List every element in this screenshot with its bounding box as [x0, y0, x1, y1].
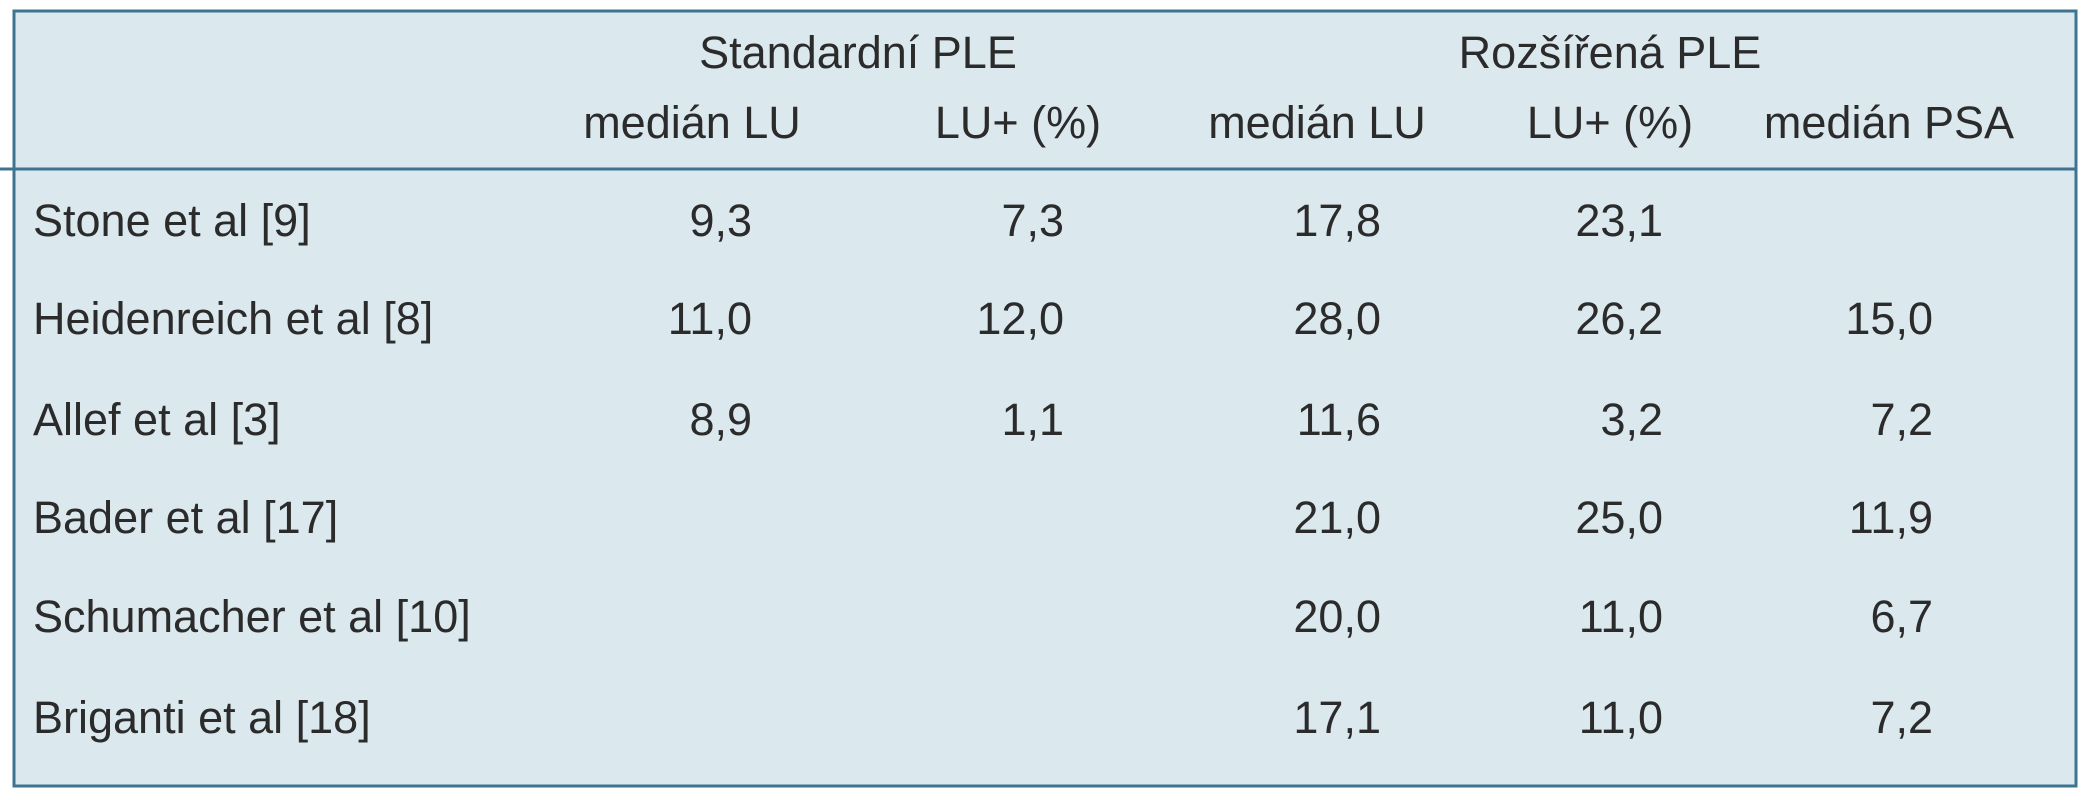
column-header: medián LU [583, 97, 801, 148]
row-label: Schumacher et al [10] [33, 591, 471, 642]
group-header: Rozšířená PLE [1459, 27, 1762, 78]
cell-value: 23,1 [1575, 195, 1663, 246]
column-header: medián PSA [1764, 97, 2014, 148]
cell-value: 25,0 [1575, 492, 1663, 543]
cell-value: 7,2 [1870, 394, 1933, 445]
cell-value: 11,9 [1849, 492, 1933, 543]
cell-value: 26,2 [1575, 293, 1663, 344]
cell-value: 11,6 [1297, 394, 1381, 445]
cell-value: 8,9 [689, 394, 752, 445]
table-frame [12, 9, 2078, 788]
cell-value: 21,0 [1293, 492, 1381, 543]
row-label: Allef et al [3] [33, 394, 281, 445]
row-label: Bader et al [17] [33, 492, 338, 543]
cell-value: 7,2 [1870, 692, 1933, 743]
cell-value: 20,0 [1293, 591, 1381, 642]
cell-value: 28,0 [1293, 293, 1381, 344]
row-label: Briganti et al [18] [33, 692, 371, 743]
cell-value: 1,1 [1001, 394, 1064, 445]
cell-value: 7,3 [1001, 195, 1064, 246]
row-label: Heidenreich et al [8] [33, 293, 433, 344]
cell-value: 12,0 [976, 293, 1064, 344]
column-header: LU+ (%) [935, 97, 1101, 148]
cell-value: 6,7 [1870, 591, 1933, 642]
column-header: LU+ (%) [1527, 97, 1693, 148]
cell-value: 17,8 [1293, 195, 1381, 246]
column-header: medián LU [1208, 97, 1426, 148]
cell-value: 3,2 [1600, 394, 1663, 445]
cell-value: 11,0 [668, 293, 752, 344]
cell-value: 17,1 [1293, 692, 1381, 743]
group-header: Standardní PLE [699, 27, 1017, 78]
cell-value: 11,0 [1579, 692, 1663, 743]
cell-value: 11,0 [1579, 591, 1663, 642]
cell-value: 15,0 [1845, 293, 1933, 344]
cell-value: 9,3 [689, 195, 752, 246]
row-label: Stone et al [9] [33, 195, 311, 246]
